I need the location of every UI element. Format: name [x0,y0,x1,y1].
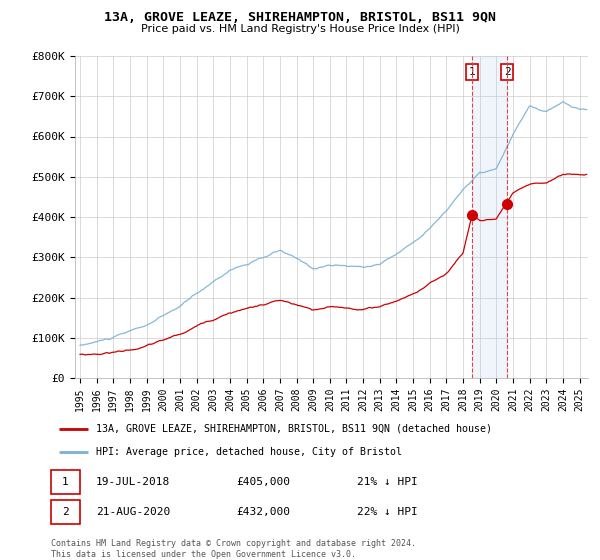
Text: 2: 2 [62,507,69,517]
Text: HPI: Average price, detached house, City of Bristol: HPI: Average price, detached house, City… [96,447,402,457]
Text: £405,000: £405,000 [236,477,290,487]
Text: 21-AUG-2020: 21-AUG-2020 [96,507,170,517]
Bar [51,500,80,524]
Text: £432,000: £432,000 [236,507,290,517]
Text: 1: 1 [469,67,475,77]
Bar [472,56,507,378]
Text: Contains HM Land Registry data © Crown copyright and database right 2024.
This d: Contains HM Land Registry data © Crown c… [51,539,416,559]
Text: 2: 2 [504,67,511,77]
Text: 22% ↓ HPI: 22% ↓ HPI [357,507,418,517]
Text: Price paid vs. HM Land Registry's House Price Index (HPI): Price paid vs. HM Land Registry's House … [140,24,460,34]
Bar [51,470,80,494]
Text: 19-JUL-2018: 19-JUL-2018 [96,477,170,487]
Text: 13A, GROVE LEAZE, SHIREHAMPTON, BRISTOL, BS11 9QN: 13A, GROVE LEAZE, SHIREHAMPTON, BRISTOL,… [104,11,496,24]
Text: 1: 1 [62,477,69,487]
Text: 21% ↓ HPI: 21% ↓ HPI [357,477,418,487]
Text: 13A, GROVE LEAZE, SHIREHAMPTON, BRISTOL, BS11 9QN (detached house): 13A, GROVE LEAZE, SHIREHAMPTON, BRISTOL,… [96,424,492,434]
